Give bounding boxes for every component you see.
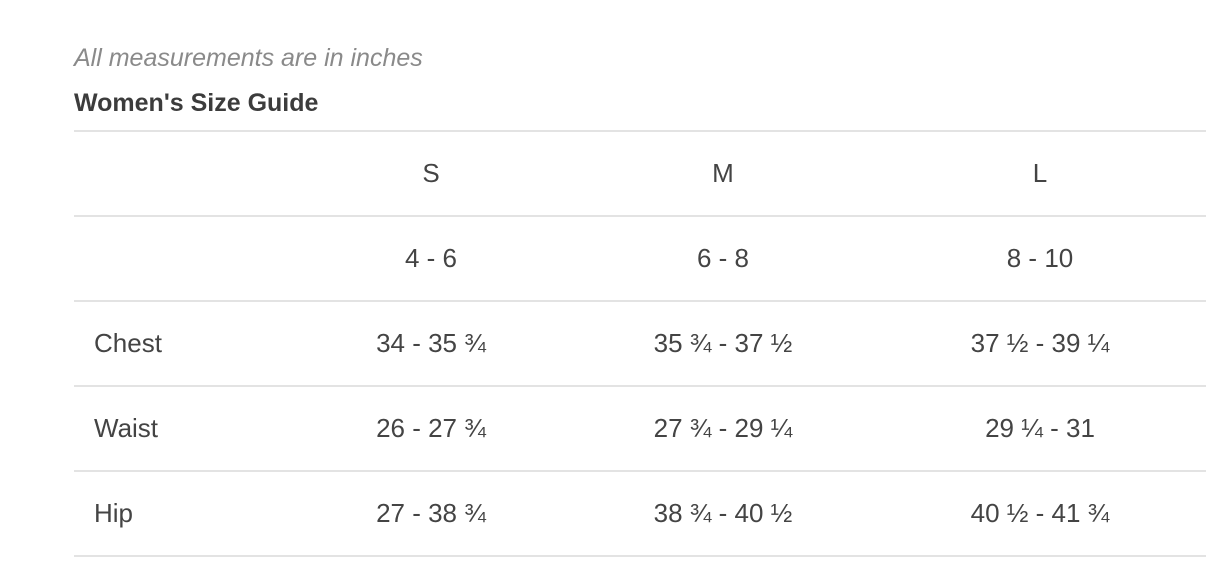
table-row: Hip 27 - 38 ¾ 38 ¾ - 40 ½ 40 ½ - 41 ¾ [74, 471, 1206, 556]
header-cell-s: S [422, 158, 440, 188]
table-cell: 27 - 38 ¾ [376, 498, 486, 528]
header-cell [74, 131, 290, 216]
row-label: Hip [94, 498, 134, 528]
table-row: Chest 34 - 35 ¾ 35 ¾ - 37 ½ 37 ½ - 39 ¼ [74, 301, 1206, 386]
table-cell: 29 ¼ - 31 [985, 413, 1095, 443]
table-row: 4 - 6 6 - 8 8 - 10 [74, 216, 1206, 301]
table-cell: 26 - 27 ¾ [376, 413, 486, 443]
measurement-note: All measurements are in inches [74, 44, 423, 72]
row-label: Chest [94, 328, 162, 358]
table-header-row: S M L [74, 131, 1206, 216]
table-cell: 38 ¾ - 40 ½ [653, 498, 793, 528]
table-cell: 34 - 35 ¾ [376, 328, 486, 358]
row-label [74, 216, 290, 301]
header-cell-m: M [712, 158, 734, 188]
page-title: Women's Size Guide [74, 89, 319, 117]
row-label: Waist [94, 413, 159, 443]
table-cell: 35 ¾ - 37 ½ [653, 328, 793, 358]
table-cell: 27 ¾ - 29 ¼ [653, 413, 793, 443]
size-guide-table: S M L 4 - 6 6 - 8 8 - 10 Chest 34 - 35 ¾… [74, 130, 1206, 557]
table-cell: 37 ½ - 39 ¼ [970, 328, 1110, 358]
table-cell: 4 - 6 [404, 243, 458, 273]
table-cell: 8 - 10 [1006, 243, 1074, 273]
header-cell-l: L [1032, 158, 1048, 188]
table-cell: 6 - 8 [696, 243, 750, 273]
table-row: Waist 26 - 27 ¾ 27 ¾ - 29 ¼ 29 ¼ - 31 [74, 386, 1206, 471]
table-cell: 40 ½ - 41 ¾ [970, 498, 1110, 528]
